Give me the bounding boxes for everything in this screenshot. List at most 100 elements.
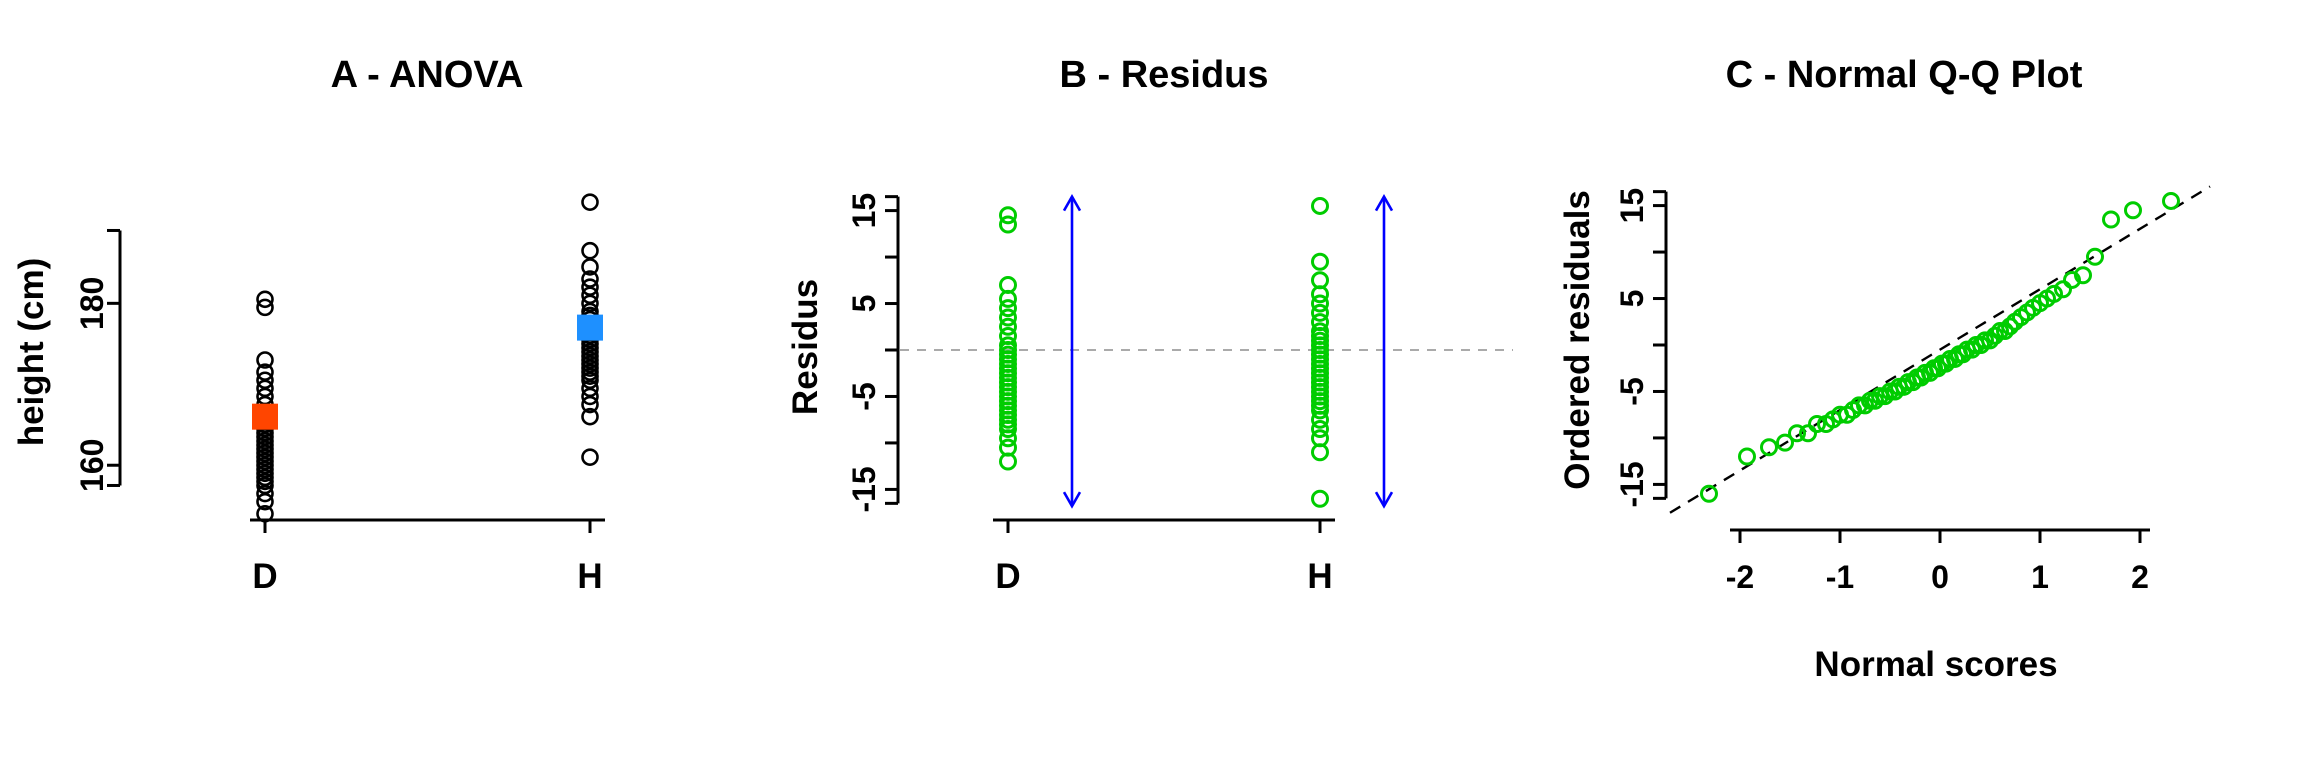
y-tick-label: 5	[1614, 290, 1650, 308]
residuals-title: B - Residus	[1059, 54, 1269, 96]
x-tick-label: 1	[2031, 559, 2049, 595]
residual-point	[1311, 271, 1329, 290]
qq-point	[2086, 247, 2104, 266]
height-point	[256, 505, 274, 523]
qq-point	[1866, 391, 1884, 410]
qq-point	[2124, 201, 2142, 220]
y-tick-label: -5	[846, 382, 882, 410]
residual-point	[1311, 313, 1329, 332]
y-tick-label: -15	[1614, 461, 1650, 507]
height-point	[256, 371, 274, 390]
y-tick-label: 15	[1614, 188, 1650, 224]
qq-point	[1886, 382, 1904, 401]
qq-point	[2045, 284, 2063, 303]
height-point	[581, 407, 599, 426]
qq-reference-line	[1669, 185, 2211, 514]
height-point	[256, 351, 274, 369]
qq-point	[1776, 433, 1794, 452]
group-mean-marker	[577, 314, 603, 341]
arrow-head-up	[1062, 194, 1082, 212]
qq-x-axis-label: Normal scores	[1814, 645, 2058, 684]
qq-point	[2054, 280, 2072, 299]
residual-point	[999, 215, 1017, 234]
residuals-plot-canvas: -15 -5 5 15 D H	[846, 193, 1513, 596]
anova-y-axis-label: height (cm)	[12, 257, 51, 447]
arrow-head-down	[1374, 491, 1394, 509]
qq-point	[1937, 354, 1955, 373]
residual-point	[999, 275, 1017, 294]
qq-point	[1760, 438, 1778, 457]
qq-point	[1738, 447, 1756, 466]
qq-title: C - Normal Q-Q Plot	[1725, 54, 2083, 96]
height-point	[256, 290, 274, 309]
y-tick-label: 160	[74, 439, 110, 492]
x-tick-label: D	[995, 557, 1020, 596]
arrow-head-down	[1062, 491, 1082, 509]
qq-point	[2074, 266, 2092, 285]
arrow-head-up	[1374, 194, 1394, 212]
height-point	[581, 270, 599, 288]
qq-point	[1788, 424, 1806, 443]
qq-point	[1981, 331, 1999, 350]
x-tick-label: 2	[2131, 559, 2149, 595]
qq-point	[1996, 322, 2014, 341]
height-point	[581, 278, 599, 296]
y-tick-label: 15	[846, 193, 882, 229]
residual-point	[999, 317, 1017, 336]
residual-point	[1311, 322, 1329, 341]
x-tick-label: -1	[1826, 559, 1854, 595]
height-point	[256, 298, 274, 317]
qq-point	[1876, 387, 1894, 406]
qq-point	[1986, 326, 2004, 345]
residual-point	[1311, 294, 1329, 313]
qq-point	[1700, 484, 1718, 503]
qq-point	[1856, 396, 1874, 415]
residuals-y-axis-label: Residus	[786, 278, 825, 416]
x-tick-label: D	[252, 557, 277, 596]
y-tick-label: 5	[846, 295, 882, 313]
height-point	[581, 448, 599, 466]
residual-point	[999, 308, 1017, 327]
residual-point	[1311, 489, 1329, 508]
x-tick-label: H	[1307, 557, 1332, 596]
panel-qqplot: -15 -5 5 15 -2 -1 0 1 2 C - Normal Q-Q Plot Orde…	[1536, 0, 2304, 768]
height-point	[256, 363, 274, 381]
y-tick-label: 180	[74, 277, 110, 330]
qq-point	[1972, 336, 1990, 354]
residual-point	[1311, 196, 1329, 215]
y-tick-label: -5	[1614, 377, 1650, 405]
qq-plot-canvas: -15 -5 5 15 -2 -1 0 1 2	[1614, 185, 2211, 595]
qq-point	[1976, 331, 1994, 350]
residual-point	[1311, 252, 1329, 271]
qq-point	[1808, 415, 1826, 433]
anova-plot-canvas: 160 180 D H	[74, 193, 605, 596]
qq-point	[1963, 340, 1981, 359]
residual-point	[1311, 429, 1329, 448]
panel-residuals: -15 -5 5 15 D H B - Residus Residus	[768, 0, 1536, 768]
qq-point	[1799, 424, 1817, 443]
residual-point	[999, 438, 1017, 457]
residual-point	[1311, 420, 1329, 438]
group-mean-marker	[252, 403, 278, 430]
x-tick-label: H	[577, 557, 602, 596]
residual-point	[999, 299, 1017, 318]
qq-point	[1895, 377, 1913, 396]
height-point	[581, 193, 599, 211]
residual-point	[999, 336, 1017, 355]
panel-anova: 160 180 D H A - ANOVA height (cm)	[0, 0, 768, 768]
anova-title: A - ANOVA	[330, 54, 524, 96]
x-tick-label: -2	[1726, 559, 1754, 595]
qq-point	[2063, 270, 2081, 289]
qq-point	[1850, 396, 1868, 415]
x-tick-label: 0	[1931, 559, 1949, 595]
residual-point	[1311, 303, 1329, 322]
qq-point	[1954, 345, 1972, 364]
qq-point	[2162, 191, 2180, 210]
height-point	[581, 241, 599, 260]
qq-point	[2001, 317, 2019, 336]
qq-point	[2102, 210, 2120, 229]
y-tick-label: -15	[846, 466, 882, 512]
qq-point	[1912, 368, 1930, 387]
residual-point	[999, 206, 1017, 225]
qq-y-axis-label: Ordered residuals	[1558, 190, 1597, 490]
